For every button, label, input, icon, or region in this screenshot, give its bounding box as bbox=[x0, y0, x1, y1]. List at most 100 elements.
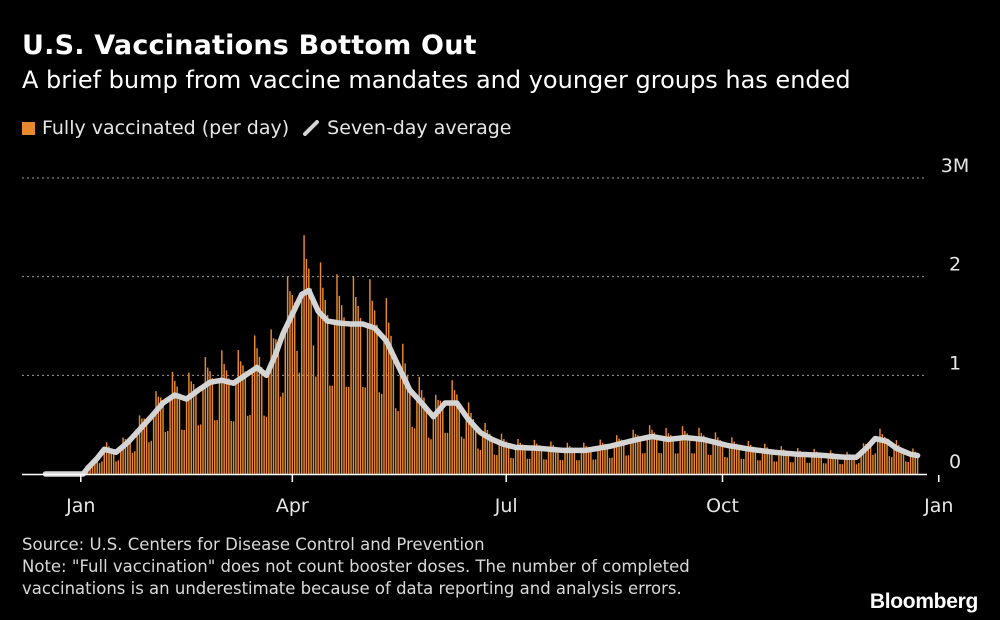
daily-bar bbox=[279, 396, 282, 474]
x-tick-label: Jan bbox=[65, 495, 95, 517]
daily-bar bbox=[467, 402, 470, 474]
daily-bar bbox=[392, 350, 395, 474]
daily-bar bbox=[550, 441, 552, 474]
daily-bar bbox=[437, 399, 439, 474]
source-text: Source: U.S. Centers for Disease Control… bbox=[22, 535, 485, 554]
daily-bar bbox=[883, 436, 886, 474]
daily-bar bbox=[265, 416, 268, 474]
daily-bar bbox=[249, 414, 251, 474]
daily-bar bbox=[439, 400, 442, 474]
daily-bar bbox=[538, 445, 540, 474]
daily-bar bbox=[232, 421, 235, 474]
daily-bar bbox=[312, 345, 315, 474]
daily-bar bbox=[761, 450, 764, 474]
daily-bar bbox=[773, 461, 775, 474]
daily-bar bbox=[211, 378, 214, 474]
daily-bar bbox=[235, 381, 237, 474]
daily-bar bbox=[348, 386, 350, 474]
daily-bar bbox=[752, 446, 754, 474]
daily-bar bbox=[794, 454, 797, 474]
daily-bar bbox=[239, 361, 242, 474]
daily-bar bbox=[526, 458, 529, 474]
daily-bar bbox=[632, 429, 634, 474]
daily-bar bbox=[376, 324, 378, 474]
daily-bar bbox=[167, 430, 169, 474]
daily-bar bbox=[726, 457, 728, 474]
daily-bar bbox=[493, 454, 496, 474]
daily-bar bbox=[644, 453, 646, 474]
daily-bar bbox=[308, 268, 310, 474]
daily-bar bbox=[646, 437, 648, 474]
daily-bar bbox=[688, 436, 691, 474]
axes: 0 1 2 3M Jan Apr Jul Oct Jan bbox=[22, 155, 969, 517]
daily-bar bbox=[895, 440, 898, 474]
daily-bar bbox=[667, 433, 670, 474]
daily-bar bbox=[338, 295, 341, 474]
daily-bar bbox=[524, 446, 526, 474]
daily-bar bbox=[670, 435, 672, 474]
daily-bar bbox=[832, 453, 834, 474]
daily-bar bbox=[192, 384, 195, 474]
daily-bar bbox=[305, 259, 308, 474]
x-tick-label: Oct bbox=[706, 495, 739, 517]
daily-bar bbox=[331, 385, 334, 474]
daily-bar bbox=[482, 433, 484, 474]
daily-bar bbox=[202, 386, 204, 474]
daily-bar bbox=[799, 450, 801, 474]
daily-bar bbox=[858, 463, 860, 474]
daily-bar bbox=[301, 294, 303, 474]
daily-bar bbox=[503, 439, 505, 474]
daily-bar bbox=[693, 453, 696, 474]
daily-bar bbox=[568, 446, 571, 474]
daily-bar bbox=[204, 357, 207, 474]
daily-bar bbox=[209, 371, 211, 474]
legend-bar-label: Fully vaccinated (per day) bbox=[42, 117, 290, 139]
daily-bar bbox=[477, 448, 479, 474]
daily-bar bbox=[218, 380, 221, 474]
daily-bar bbox=[206, 367, 209, 474]
daily-bar bbox=[782, 449, 785, 474]
daily-bar bbox=[181, 429, 183, 474]
daily-bar bbox=[839, 464, 841, 474]
daily-bar bbox=[162, 400, 164, 474]
daily-bar bbox=[420, 390, 423, 474]
daily-bar bbox=[590, 448, 592, 474]
daily-bar bbox=[827, 455, 829, 474]
daily-bar bbox=[263, 415, 265, 474]
daily-bar bbox=[639, 437, 641, 474]
daily-bar bbox=[543, 459, 545, 474]
daily-bar bbox=[270, 329, 272, 474]
chart-legend: Fully vaccinated (per day) Seven-day ave… bbox=[22, 117, 512, 139]
chart-subtitle: A brief bump from vaccine mandates and y… bbox=[22, 66, 851, 94]
daily-bar bbox=[740, 458, 743, 474]
daily-bar bbox=[900, 447, 902, 474]
daily-bar bbox=[474, 425, 477, 474]
daily-bar bbox=[319, 262, 322, 474]
daily-bar bbox=[785, 450, 787, 474]
daily-bar bbox=[545, 459, 547, 474]
daily-bar bbox=[423, 397, 425, 474]
daily-bar bbox=[507, 444, 510, 474]
daily-bar bbox=[724, 457, 726, 474]
daily-bar bbox=[862, 443, 865, 474]
daily-bar bbox=[822, 463, 825, 474]
daily-bar bbox=[108, 446, 110, 474]
daily-bar bbox=[425, 405, 428, 474]
daily-bar bbox=[143, 418, 145, 474]
daily-bar bbox=[484, 422, 486, 474]
daily-bar bbox=[909, 454, 912, 474]
daily-bar bbox=[91, 461, 94, 474]
daily-bar bbox=[514, 447, 517, 474]
daily-bar bbox=[228, 378, 230, 474]
daily-bar bbox=[634, 433, 637, 474]
daily-bar bbox=[366, 325, 369, 474]
daily-bar bbox=[613, 445, 616, 474]
daily-bar bbox=[268, 369, 270, 474]
daily-bar bbox=[164, 431, 167, 474]
daily-bar bbox=[122, 437, 124, 474]
daily-bar bbox=[691, 453, 693, 474]
daily-bar bbox=[138, 415, 141, 474]
daily-bar bbox=[735, 443, 738, 474]
daily-bar bbox=[258, 356, 261, 474]
daily-bar bbox=[630, 441, 632, 474]
